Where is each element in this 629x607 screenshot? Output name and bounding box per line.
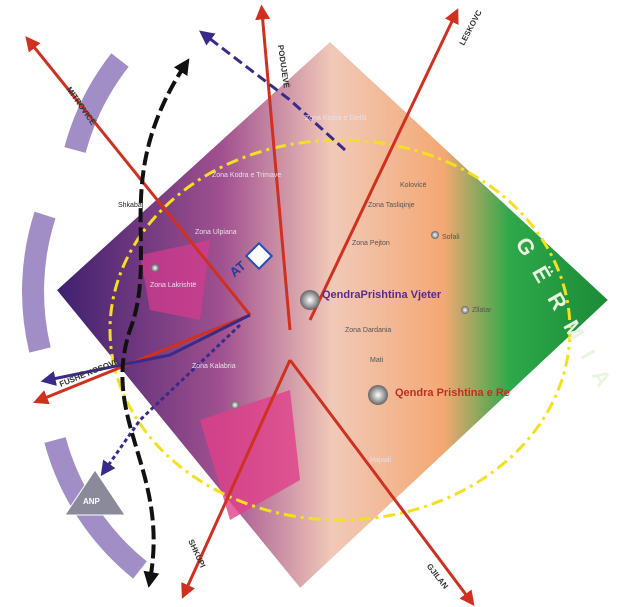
place-label: Sofali bbox=[442, 234, 460, 241]
pink-piece bbox=[200, 390, 300, 520]
anp-triangle bbox=[64, 469, 126, 516]
zone-label: Zona Tasliqinje bbox=[368, 202, 415, 209]
yellow-boundary bbox=[108, 138, 572, 522]
direction-label: LESKOVC bbox=[458, 8, 484, 47]
zone-label: Zona Pejton bbox=[352, 240, 390, 247]
place-label: Shkabaj bbox=[118, 202, 144, 209]
zone-label: Zona Lakrishtë bbox=[150, 282, 196, 289]
zone-label: Zona Dardania bbox=[345, 327, 391, 334]
puzzle-diamond bbox=[52, 37, 613, 593]
roads bbox=[25, 4, 475, 606]
place-label: ANP bbox=[83, 497, 101, 506]
zone-label: Zona Ulpiana bbox=[195, 229, 237, 236]
direction-label: PODUJEVË bbox=[276, 44, 291, 89]
at-square bbox=[244, 241, 274, 271]
zone-label: Zona Kalabria bbox=[192, 363, 236, 370]
zone-label: Zona Kodra e Diellit bbox=[305, 115, 367, 122]
spheres bbox=[151, 231, 469, 409]
zone-label: Zona Kodra e Trimave bbox=[212, 172, 281, 179]
place-label: Zllatar bbox=[472, 307, 492, 314]
place-label: Hajvali bbox=[370, 457, 391, 464]
place-label: Kolovicë bbox=[400, 182, 427, 189]
center-label: Qendra Prishtina e Re bbox=[395, 387, 510, 399]
place-label: Mati bbox=[370, 357, 384, 364]
center-label: QendraPrishtina Vjeter bbox=[322, 289, 442, 301]
rail bbox=[120, 58, 190, 588]
